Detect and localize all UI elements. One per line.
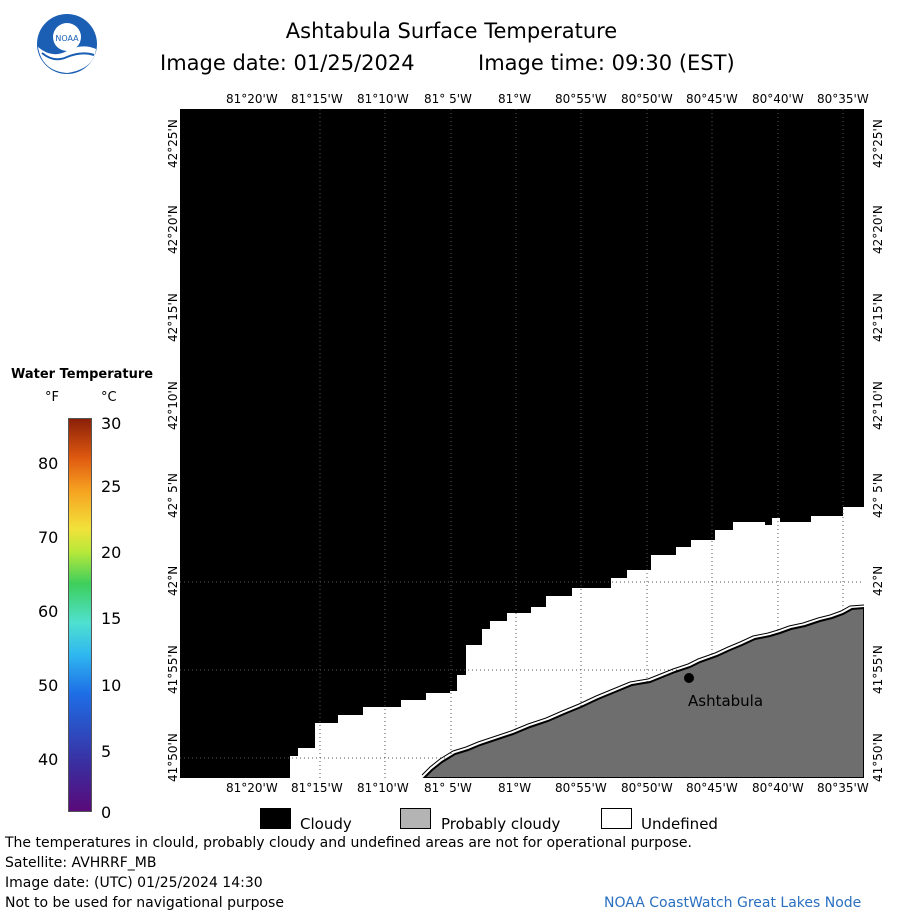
lat-label-left: 42°15'N: [166, 293, 180, 342]
lon-label-bottom: 80°40'W: [752, 781, 804, 795]
lat-label-left: 42°20'N: [166, 205, 180, 254]
legend-label-cloudy: Cloudy: [300, 815, 352, 833]
lat-label-left: 41°55'N: [166, 645, 180, 694]
legend-swatch-cloudy: [260, 808, 291, 829]
lon-label-bottom: 81° 5'W: [424, 781, 472, 795]
lon-label-top: 80°55'W: [555, 92, 607, 106]
lon-label-top: 81°20'W: [226, 92, 278, 106]
colorbar-c-tick: 0: [101, 803, 112, 822]
lon-label-top: 80°50'W: [621, 92, 673, 106]
legend-label-undefined: Undefined: [641, 815, 718, 833]
legend-swatch-undefined: [601, 808, 632, 829]
colorbar-c-tick: 30: [101, 414, 122, 433]
temperature-colorbar: [68, 418, 92, 812]
colorbar-c-tick: 5: [101, 742, 112, 761]
colorbar-c-tick: 15: [101, 609, 122, 628]
land-region: [422, 606, 864, 778]
lon-label-top: 81°10'W: [357, 92, 409, 106]
noaa-logo-text: NOAA: [55, 34, 79, 43]
legend-label-probably-cloudy: Probably cloudy: [441, 815, 561, 833]
colorbar-f-tick: 70: [38, 528, 59, 547]
lon-label-top: 81° 5'W: [424, 92, 472, 106]
colorbar-title: Water Temperature: [11, 367, 154, 382]
lat-label-right: 42° 5'N: [871, 473, 885, 518]
lat-label-left: 42°10'N: [166, 381, 180, 430]
lon-label-bottom: 80°50'W: [621, 781, 673, 795]
lon-label-top: 81°15'W: [291, 92, 343, 106]
colorbar-unit-c: °C: [101, 390, 117, 405]
lat-label-left: 42° 5'N: [166, 473, 180, 518]
city-label-ashtabula: Ashtabula: [688, 692, 764, 710]
coastline-outline: [421, 604, 864, 776]
lon-label-bottom: 81°W: [498, 781, 532, 795]
lon-label-top: 81°W: [498, 92, 532, 106]
footer-credit: NOAA CoastWatch Great Lakes Node: [604, 895, 862, 911]
lat-label-left: 42°N: [166, 565, 180, 596]
lon-label-top: 80°45'W: [686, 92, 738, 106]
footer-utc-date: Image date: (UTC) 01/25/2024 14:30: [5, 875, 263, 891]
colorbar-f-tick: 50: [38, 676, 59, 695]
colorbar-f-tick: 80: [38, 454, 59, 473]
lat-label-right: 41°55'N: [871, 645, 885, 694]
lat-label-right: 42°N: [871, 565, 885, 596]
lat-label-right: 41°50'N: [871, 733, 885, 782]
colorbar-f-tick: 60: [38, 602, 59, 621]
footer-navigation-warning: Not to be used for navigational purpose: [5, 895, 284, 911]
lat-label-left: 41°50'N: [166, 733, 180, 782]
colorbar-unit-f: °F: [45, 390, 59, 405]
lat-label-right: 42°20'N: [871, 205, 885, 254]
lat-label-left: 42°25'N: [166, 119, 180, 168]
noaa-logo: NOAA: [36, 13, 98, 75]
lon-label-bottom: 80°45'W: [686, 781, 738, 795]
lat-label-right: 42°10'N: [871, 381, 885, 430]
page-title: Ashtabula Surface Temperature: [285, 19, 618, 43]
lat-label-right: 42°15'N: [871, 293, 885, 342]
lon-label-bottom: 81°10'W: [357, 781, 409, 795]
image-time: Image time: 09:30 (EST): [478, 51, 735, 75]
lon-label-bottom: 80°55'W: [555, 781, 607, 795]
footer-disclaimer: The temperatures in clould, probably clo…: [5, 835, 692, 851]
lat-label-right: 42°25'N: [871, 119, 885, 168]
colorbar-c-tick: 25: [101, 477, 122, 496]
ashtabula-marker-icon: [684, 673, 694, 683]
lon-label-top: 80°35'W: [817, 92, 869, 106]
legend-swatch-probably-cloudy: [400, 808, 431, 829]
cloudy-region: [180, 109, 864, 778]
lon-label-top: 80°40'W: [752, 92, 804, 106]
colorbar-c-tick: 10: [101, 676, 122, 695]
footer-satellite: Satellite: AVHRRF_MB: [5, 855, 157, 871]
colorbar-c-tick: 20: [101, 543, 122, 562]
image-date: Image date: 01/25/2024: [160, 51, 415, 75]
map-panel: [180, 109, 864, 778]
lon-label-bottom: 80°35'W: [817, 781, 869, 795]
lon-label-bottom: 81°15'W: [291, 781, 343, 795]
colorbar-f-tick: 40: [38, 750, 59, 769]
lon-label-bottom: 81°20'W: [226, 781, 278, 795]
